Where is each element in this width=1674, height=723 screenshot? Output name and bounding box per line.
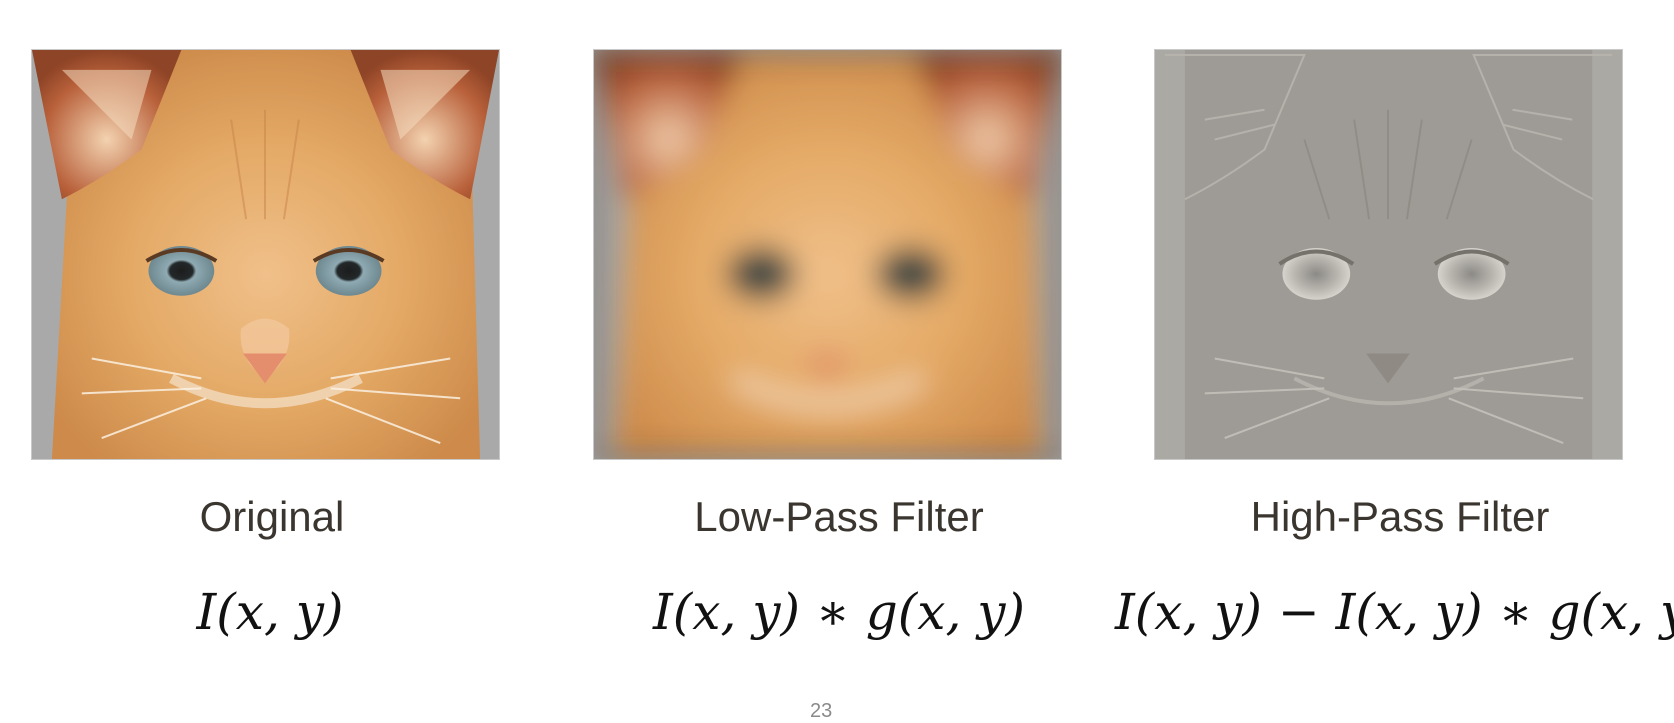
- formula-low-pass: I(x, y) ∗ g(x, y): [652, 583, 1026, 641]
- panel-low-pass: Low-Pass Filter I(x, y) ∗ g(x, y): [562, 0, 1122, 714]
- formula-high-pass: I(x, y) − I(x, y) ∗ g(x, y): [1115, 583, 1674, 641]
- panel-high-pass: High-Pass Filter I(x, y) − I(x, y) ∗ g(x…: [1115, 0, 1674, 714]
- original-kitten-image: [31, 49, 500, 460]
- high-pass-kitten-image: [1154, 49, 1623, 460]
- caption-original: Original: [199, 493, 345, 540]
- formula-original: I(x, y): [196, 583, 344, 641]
- panel-original: Original I(x, y): [0, 0, 560, 714]
- caption-low-pass: Low-Pass Filter: [694, 493, 984, 540]
- caption-high-pass: High-Pass Filter: [1250, 493, 1550, 540]
- page-number: 23: [810, 700, 833, 722]
- low-pass-kitten-image: [593, 49, 1062, 460]
